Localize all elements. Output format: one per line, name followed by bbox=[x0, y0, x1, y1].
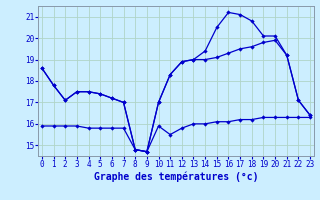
X-axis label: Graphe des températures (°c): Graphe des températures (°c) bbox=[94, 172, 258, 182]
